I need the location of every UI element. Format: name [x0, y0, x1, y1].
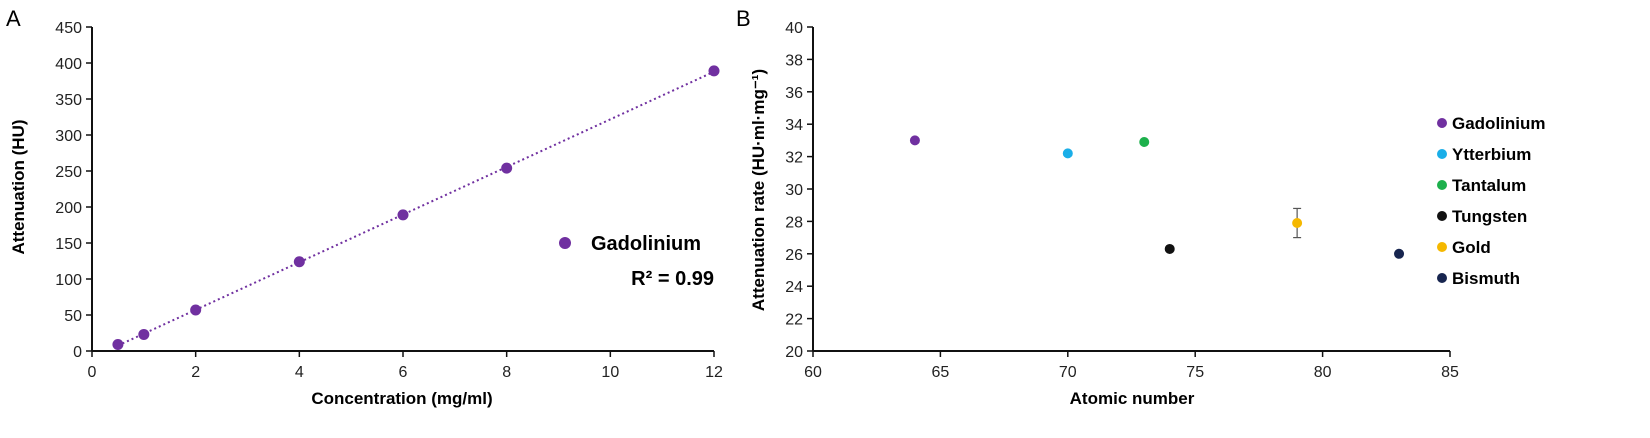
chart-b-x-axis-label: Atomic number: [1070, 389, 1195, 408]
chart-a-x-axis-label: Concentration (mg/ml): [311, 389, 492, 408]
chart-a-point: [190, 304, 202, 316]
chart-a-y-tick-label: 200: [55, 200, 82, 217]
chart-a-x-tick-label: 12: [705, 364, 723, 381]
chart-a-y-tick-label: 0: [73, 344, 82, 361]
chart-a-point: [501, 162, 513, 174]
chart-a-y-tick-label: 250: [55, 164, 82, 181]
chart-b-point-gold: [1292, 218, 1303, 229]
chart-b-legend-marker: [1437, 180, 1447, 190]
chart-b-y-tick-label: 30: [785, 182, 803, 199]
chart-a-point: [138, 328, 150, 340]
chart-b-legend-label: Gold: [1452, 238, 1491, 257]
chart-b-legend-marker: [1437, 211, 1447, 221]
chart-b-point-gadolinium: [909, 135, 920, 146]
chart-a-legend-marker: [559, 237, 571, 249]
chart-b-point-tungsten: [1164, 243, 1175, 254]
chart-b-legend-marker: [1437, 149, 1447, 159]
chart-a-r-squared-annotation: R² = 0.99: [631, 268, 714, 290]
chart-b-legend-marker: [1437, 242, 1447, 252]
chart-a-y-axis-label: Attenuation (HU): [9, 119, 28, 254]
chart-a-y-tick-label: 100: [55, 272, 82, 289]
chart-b-x-tick-label: 85: [1441, 364, 1459, 381]
chart-a-y-tick-label: 400: [55, 56, 82, 73]
chart-b-y-axis-label: Attenuation rate (HU·ml·mg⁻¹): [749, 69, 768, 311]
chart-b-point-bismuth: [1394, 248, 1405, 259]
panel-b-label: B: [736, 6, 751, 31]
chart-b-y-tick-label: 32: [785, 150, 803, 167]
chart-b-y-tick-label: 24: [785, 279, 803, 296]
chart-b-legend-label: Bismuth: [1452, 269, 1520, 288]
chart-b-legend: Gadolinium Ytterbium Tantalum Tungsten Gold B…: [1437, 114, 1546, 288]
chart-a-trendline: [117, 70, 715, 347]
chart-b-x-tick-label: 60: [804, 364, 822, 381]
chart-b-x-tick-label: 75: [1186, 364, 1204, 381]
chart-a-point: [397, 209, 409, 221]
chart-b-legend-label: Tungsten: [1452, 207, 1527, 226]
chart-b-legend-label: Gadolinium: [1452, 114, 1546, 133]
chart-a-x-tick-label: 0: [88, 364, 97, 381]
chart-a-x-tick-label: 2: [191, 364, 200, 381]
chart-b-y-tick-label: 38: [785, 52, 803, 69]
chart-a-y-tick-label: 300: [55, 128, 82, 145]
chart-a-x-tick-label: 8: [502, 364, 511, 381]
chart-b-y-tick-label: 34: [785, 117, 803, 134]
chart-b-point-ytterbium: [1062, 148, 1073, 159]
chart-b: 60 65 70 75 80 85 20 22 24 26 28 30 32 34 36 38 40: [785, 20, 1459, 381]
chart-a-y-tick-label: 150: [55, 236, 82, 253]
chart-b-legend-marker: [1437, 118, 1447, 128]
chart-a: 0 2 4 6 8 10 12 0 50 100 150 200 250 300 350 400 450: [55, 20, 723, 381]
chart-b-y-tick-label: 40: [785, 20, 803, 37]
chart-b-point-tantalum: [1139, 137, 1150, 148]
chart-b-y-tick-label: 28: [785, 214, 803, 231]
chart-b-x-tick-label: 70: [1059, 364, 1077, 381]
chart-b-y-tick-label: 26: [785, 247, 803, 264]
chart-b-legend-marker: [1437, 273, 1447, 283]
chart-a-y-tick-label: 450: [55, 20, 82, 37]
chart-a-x-tick-label: 6: [399, 364, 408, 381]
chart-b-y-tick-label: 36: [785, 85, 803, 102]
chart-a-x-tick-label: 4: [295, 364, 304, 381]
chart-a-point: [112, 339, 124, 351]
chart-a-point: [293, 256, 305, 268]
chart-a-y-tick-label: 350: [55, 92, 82, 109]
panel-a-label: A: [6, 6, 21, 31]
chart-a-y-tick-label: 50: [64, 308, 82, 325]
chart-b-y-tick-label: 20: [785, 344, 803, 361]
chart-b-legend-label: Ytterbium: [1452, 145, 1531, 164]
chart-b-x-tick-label: 80: [1314, 364, 1332, 381]
chart-a-point: [708, 65, 720, 77]
chart-a-x-tick-label: 10: [601, 364, 619, 381]
chart-a-legend-gadolinium: Gadolinium: [591, 233, 701, 255]
chart-b-y-tick-label: 22: [785, 312, 803, 329]
chart-b-legend-label: Tantalum: [1452, 176, 1526, 195]
chart-b-x-tick-label: 65: [932, 364, 950, 381]
